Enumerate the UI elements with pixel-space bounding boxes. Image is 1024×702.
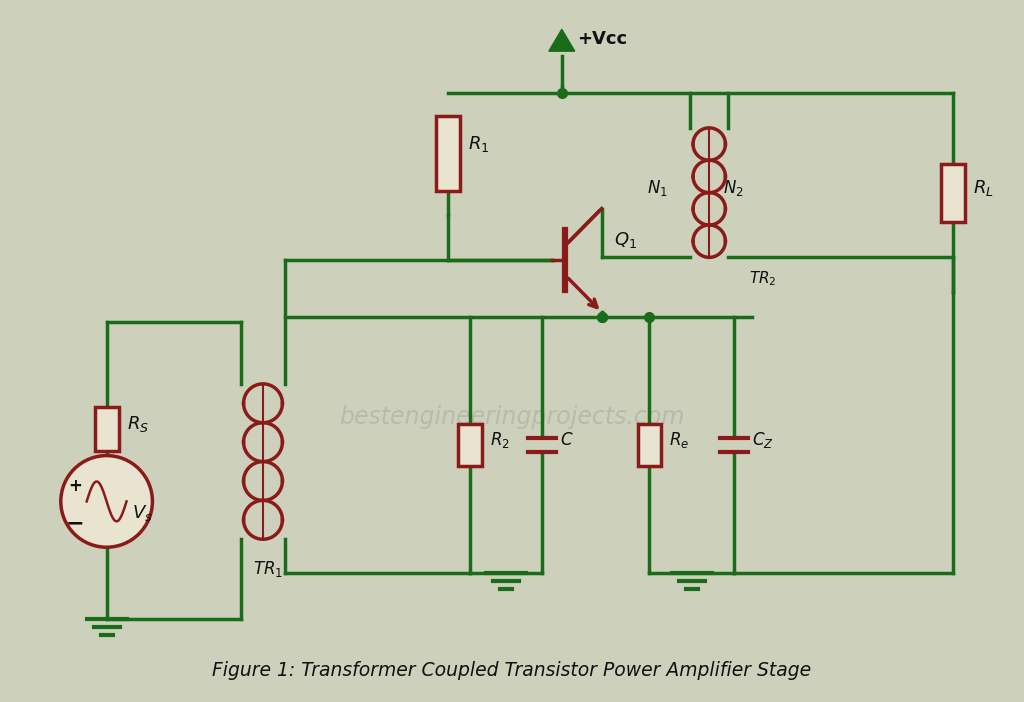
Bar <box>941 164 966 222</box>
Text: $TR_1$: $TR_1$ <box>253 559 283 579</box>
Text: $R_S$: $R_S$ <box>127 413 148 434</box>
Text: $N_1$: $N_1$ <box>646 178 668 198</box>
Text: $R_e$: $R_e$ <box>670 430 689 450</box>
Circle shape <box>60 456 153 548</box>
Text: Figure 1: Transformer Coupled Transistor Power Amplifier Stage: Figure 1: Transformer Coupled Transistor… <box>212 661 812 680</box>
Text: bestengineeringprojects.com: bestengineeringprojects.com <box>339 405 685 429</box>
Bar <box>638 424 662 466</box>
Bar <box>94 406 119 451</box>
Text: $TR_2$: $TR_2$ <box>750 270 776 288</box>
Text: $R_2$: $R_2$ <box>490 430 510 450</box>
Text: $N_2$: $N_2$ <box>723 178 743 198</box>
Text: $C$: $C$ <box>560 431 573 449</box>
Text: $Q_1$: $Q_1$ <box>613 230 637 251</box>
Polygon shape <box>549 29 574 51</box>
Text: $R_1$: $R_1$ <box>468 134 489 154</box>
Text: +: + <box>68 477 82 496</box>
Bar <box>458 424 482 466</box>
Bar <box>436 116 460 192</box>
Text: $R_L$: $R_L$ <box>973 178 994 198</box>
Text: $V_s$: $V_s$ <box>131 503 153 524</box>
Text: +Vcc: +Vcc <box>577 30 627 48</box>
Text: −: − <box>66 513 84 534</box>
Text: $C_Z$: $C_Z$ <box>752 430 774 450</box>
